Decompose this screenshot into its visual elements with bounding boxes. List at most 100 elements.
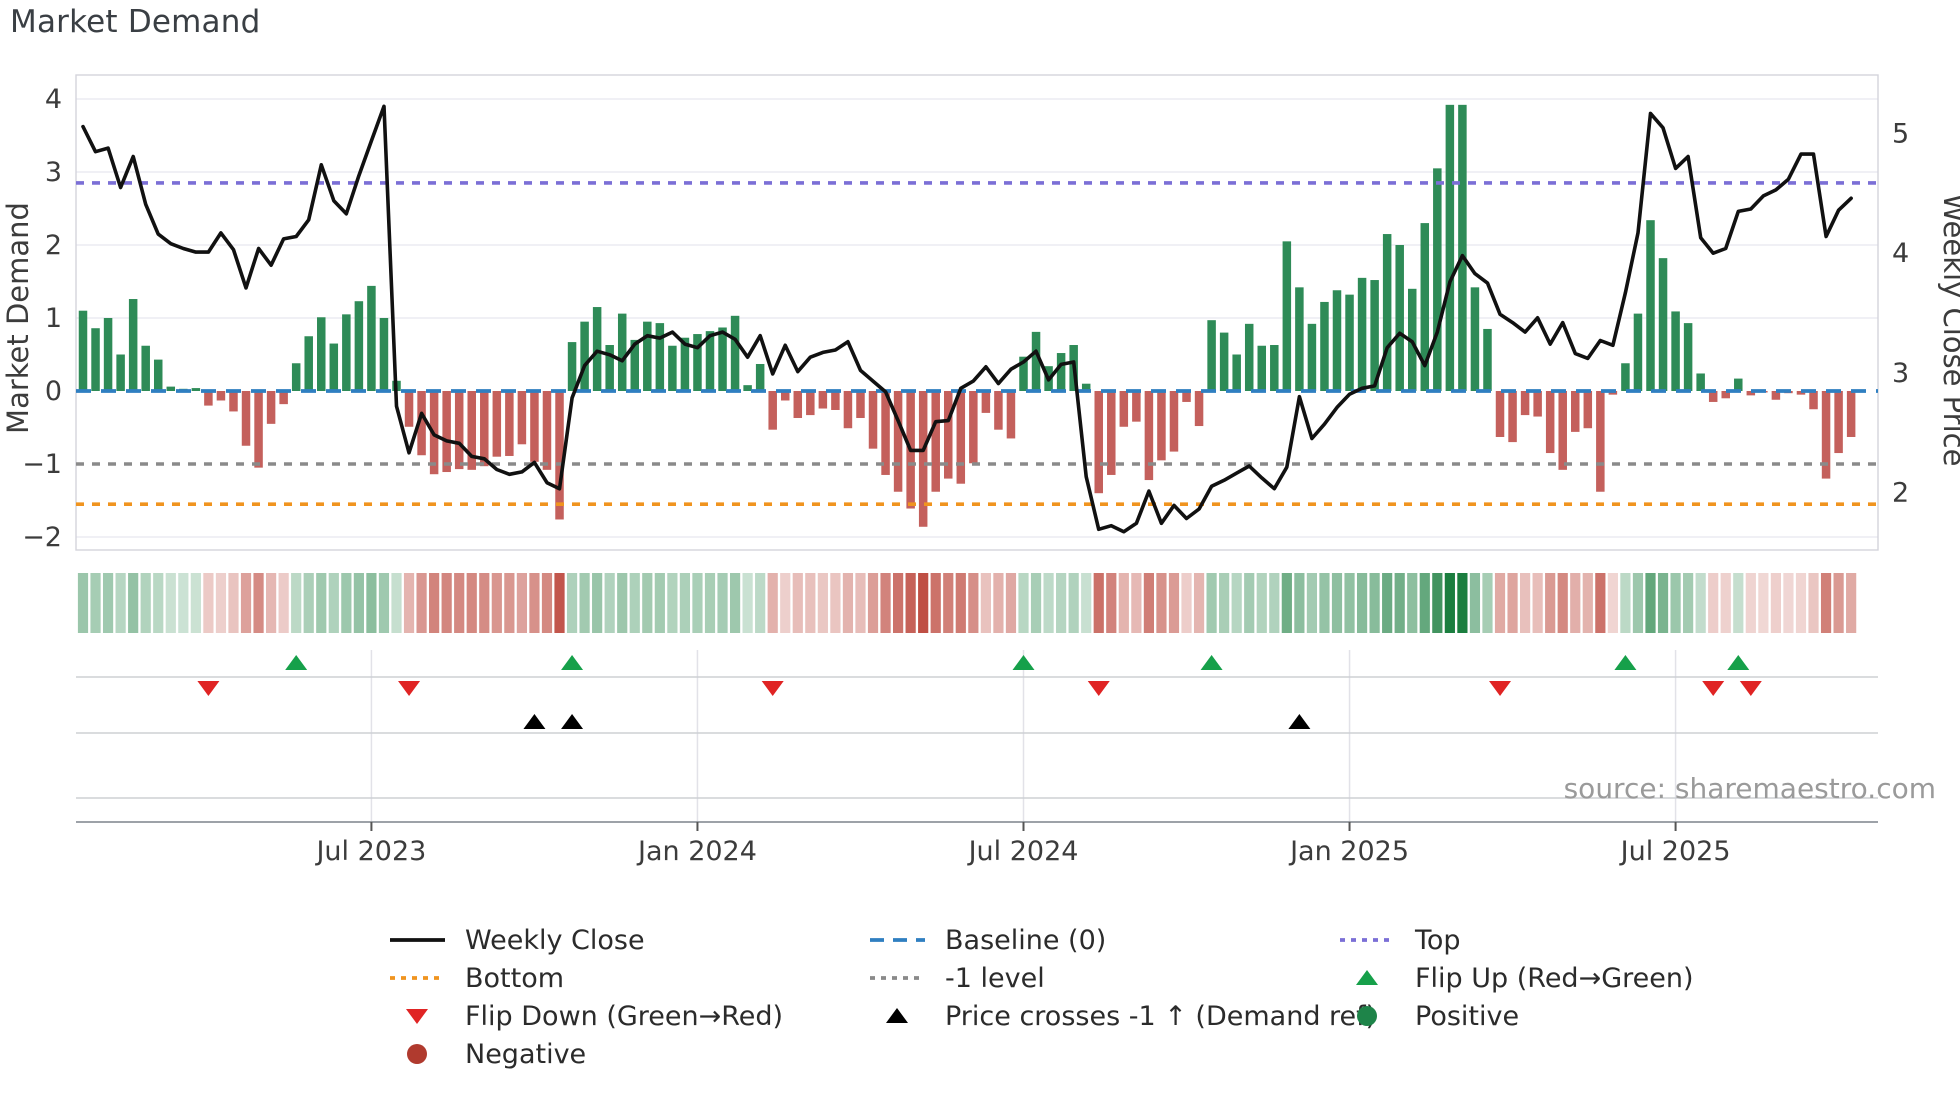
heatmap-cell (529, 573, 540, 633)
heatmap-cell (893, 573, 904, 633)
heatmap-cell (153, 573, 164, 633)
legend-item: Flip Up (Red→Green) (1356, 963, 1694, 994)
heatmap-cell (830, 573, 841, 633)
demand-bar (404, 391, 414, 427)
heatmap-strip (77, 573, 1857, 633)
heatmap-cell (341, 573, 352, 633)
demand-bar (1132, 391, 1141, 422)
demand-bar (317, 317, 326, 391)
heatmap-cell (1770, 573, 1781, 633)
legend-item: Weekly Close (390, 925, 645, 956)
heatmap-cell (1846, 573, 1857, 633)
demand-bar (1445, 104, 1455, 391)
heatmap-cell (378, 573, 390, 633)
marker-panel (76, 650, 1878, 823)
heatmap-cell (1294, 573, 1305, 633)
heatmap-cell (1783, 573, 1794, 633)
demand-bar (216, 391, 226, 401)
heatmap-cell (266, 573, 277, 633)
svg-text:−1: −1 (22, 449, 62, 480)
heatmap-cell (1306, 573, 1318, 633)
heatmap-cell (1657, 573, 1669, 633)
demand-bar (128, 299, 138, 391)
demand-bar (1295, 287, 1304, 391)
demand-bar (655, 323, 665, 391)
heatmap-cell (178, 573, 189, 633)
heatmap-cell (1795, 573, 1807, 633)
svg-text:Market Demand: Market Demand (1, 202, 35, 434)
demand-bar (668, 345, 677, 391)
heatmap-cell (1219, 573, 1230, 633)
demand-bar (1370, 280, 1379, 391)
x-tick-label: Jul 2024 (967, 836, 1079, 867)
demand-bar (1056, 353, 1066, 391)
x-tick-label: Jan 2025 (1288, 836, 1409, 867)
heatmap-cell (1469, 573, 1481, 633)
heatmap-cell (993, 573, 1004, 633)
demand-bar (1533, 391, 1542, 417)
svg-text:5: 5 (1892, 119, 1909, 150)
heatmap-cell (968, 573, 979, 633)
demand-bar (1019, 356, 1028, 391)
svg-text:2: 2 (45, 230, 62, 261)
heatmap-cell (1356, 573, 1368, 633)
demand-bar (1696, 373, 1705, 391)
demand-bar (241, 391, 251, 446)
heatmap-cell (742, 573, 753, 633)
marker-triangle-up-icon (886, 1008, 908, 1023)
demand-bar (1157, 391, 1166, 461)
heatmap-cell (617, 573, 628, 633)
heatmap-cell (679, 573, 691, 633)
demand-bar (730, 315, 740, 391)
demand-bar (1107, 391, 1116, 475)
demand-bar (1194, 391, 1204, 427)
legend-label: Bottom (465, 963, 564, 994)
legend-item: -1 level (870, 963, 1045, 994)
demand-bar (1846, 391, 1856, 437)
svg-text:−2: −2 (22, 522, 62, 553)
heatmap-cell (1143, 573, 1154, 633)
heatmap-cell (1244, 573, 1255, 633)
demand-bar (1721, 391, 1730, 399)
demand-bar (1282, 241, 1292, 391)
demand-bar (944, 391, 953, 479)
heatmap-cell (128, 573, 139, 633)
heatmap-cell (1319, 573, 1330, 633)
heatmap-cell (140, 573, 151, 633)
heatmap-cell (1645, 573, 1656, 633)
x-axis: Jul 2023 Jan 2024 Jul 2024 Jan 2025 Jul 2025 (314, 822, 1731, 867)
legend-item: Flip Down (Green→Red) (406, 1001, 783, 1032)
legend-label: Baseline (0) (945, 925, 1106, 956)
heatmap-cell (579, 573, 590, 633)
legend-item: Price crosses -1 ↑ (Demand ref) (886, 1001, 1376, 1032)
heatmap-cell (1018, 573, 1029, 633)
y-axis-right: 5 4 3 2 Weekly Close Price (1892, 119, 1960, 509)
heatmap-cell (77, 573, 89, 633)
marker-triangle-up-icon (1200, 655, 1223, 670)
demand-bar (743, 385, 752, 391)
demand-bar (1646, 220, 1655, 391)
demand-bar (1658, 258, 1668, 391)
heatmap-cell (1482, 573, 1493, 633)
demand-bar (567, 342, 577, 391)
x-tick-label: Jan 2024 (636, 836, 757, 867)
demand-bar (1433, 168, 1442, 391)
svg-text:3: 3 (45, 157, 62, 188)
heatmap-cell (1507, 573, 1518, 633)
heatmap-cell (1394, 573, 1405, 633)
demand-bar (1771, 391, 1781, 400)
heatmap-cell (1582, 573, 1593, 633)
demand-bar (956, 391, 966, 484)
heatmap-cell (930, 573, 941, 633)
heatmap-cell (190, 573, 201, 633)
marker-triangle-up-icon (1012, 655, 1035, 670)
marker-triangle-down-icon (761, 681, 784, 696)
demand-bar (1081, 383, 1091, 391)
marker-triangle-up-icon (561, 655, 584, 670)
demand-bar (617, 313, 627, 391)
demand-bar (1382, 234, 1392, 391)
heatmap-cell (466, 573, 477, 633)
heatmap-cell (429, 573, 440, 633)
demand-bar (153, 359, 163, 391)
